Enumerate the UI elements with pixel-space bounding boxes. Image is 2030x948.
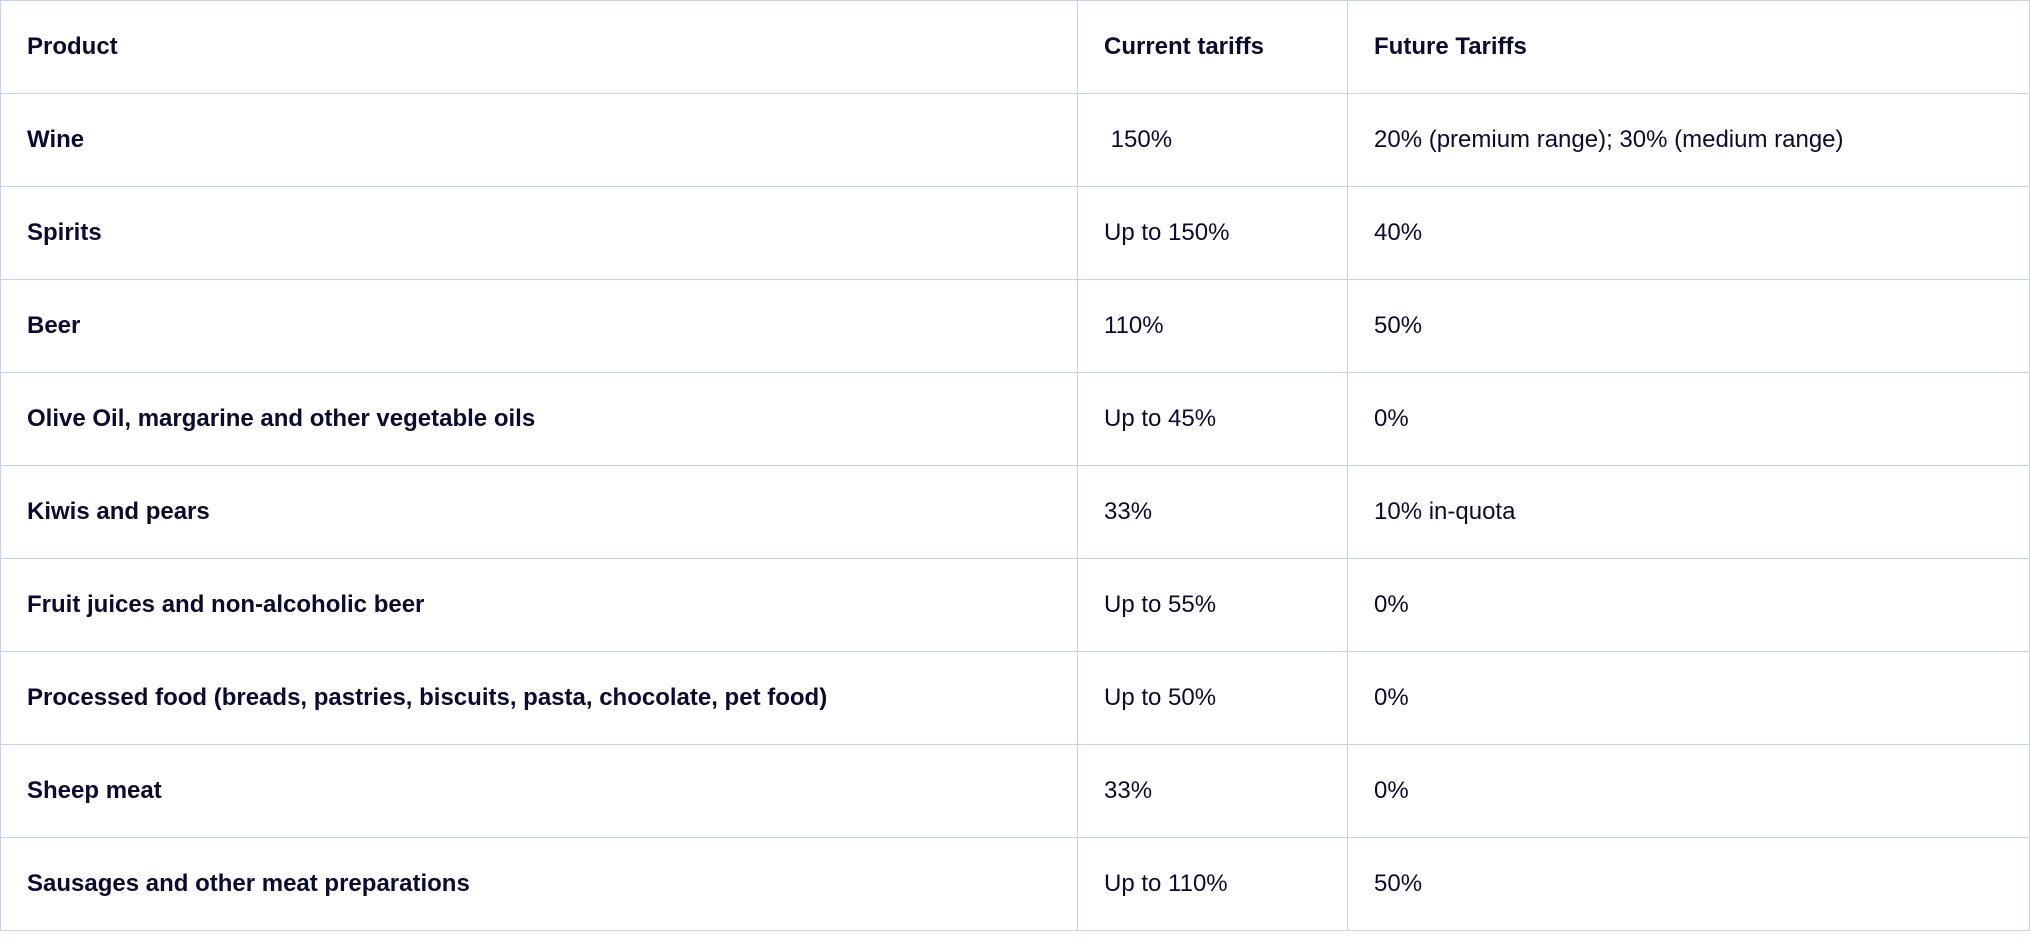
- current-tariff-cell: 150%: [1077, 93, 1348, 187]
- header-product: Product: [0, 0, 1078, 94]
- header-current-tariffs: Current tariffs: [1077, 0, 1348, 94]
- table-row: Sheep meat 33% 0%: [0, 744, 2030, 838]
- current-tariff-cell: 33%: [1077, 744, 1348, 838]
- current-tariff-cell: Up to 150%: [1077, 186, 1348, 280]
- future-tariff-cell: 0%: [1347, 372, 2030, 466]
- current-tariff-cell: 110%: [1077, 279, 1348, 373]
- current-tariff-cell: 33%: [1077, 465, 1348, 559]
- current-tariff-cell: Up to 55%: [1077, 558, 1348, 652]
- future-tariff-cell: 0%: [1347, 651, 2030, 745]
- future-tariff-cell: 40%: [1347, 186, 2030, 280]
- future-tariff-cell: 50%: [1347, 279, 2030, 373]
- product-cell: Sheep meat: [0, 744, 1078, 838]
- product-cell: Wine: [0, 93, 1078, 187]
- product-cell: Sausages and other meat preparations: [0, 837, 1078, 931]
- product-cell: Spirits: [0, 186, 1078, 280]
- table-row: Wine 150% 20% (premium range); 30% (mediu…: [0, 93, 2030, 187]
- table-row: Beer 110% 50%: [0, 279, 2030, 373]
- current-tariff-cell: Up to 45%: [1077, 372, 1348, 466]
- table-row: Olive Oil, margarine and other vegetable…: [0, 372, 2030, 466]
- product-cell: Beer: [0, 279, 1078, 373]
- product-cell: Olive Oil, margarine and other vegetable…: [0, 372, 1078, 466]
- future-tariff-cell: 20% (premium range); 30% (medium range): [1347, 93, 2030, 187]
- future-tariff-cell: 10% in-quota: [1347, 465, 2030, 559]
- table-row: Fruit juices and non-alcoholic beer Up to…: [0, 558, 2030, 652]
- product-cell: Kiwis and pears: [0, 465, 1078, 559]
- current-tariff-cell: Up to 110%: [1077, 837, 1348, 931]
- table-row: Processed food (breads, pastries, biscui…: [0, 651, 2030, 745]
- future-tariff-cell: 0%: [1347, 744, 2030, 838]
- future-tariff-cell: 0%: [1347, 558, 2030, 652]
- header-row: Product Current tariffs Future Tariffs: [0, 0, 2030, 94]
- table-row: Sausages and other meat preparations Up t…: [0, 837, 2030, 931]
- product-cell: Fruit juices and non-alcoholic beer: [0, 558, 1078, 652]
- table-row: Spirits Up to 150% 40%: [0, 186, 2030, 280]
- header-future-tariffs: Future Tariffs: [1347, 0, 2030, 94]
- product-cell: Processed food (breads, pastries, biscui…: [0, 651, 1078, 745]
- future-tariff-cell: 50%: [1347, 837, 2030, 931]
- table-row: Kiwis and pears 33% 10% in-quota: [0, 465, 2030, 559]
- current-tariff-cell: Up to 50%: [1077, 651, 1348, 745]
